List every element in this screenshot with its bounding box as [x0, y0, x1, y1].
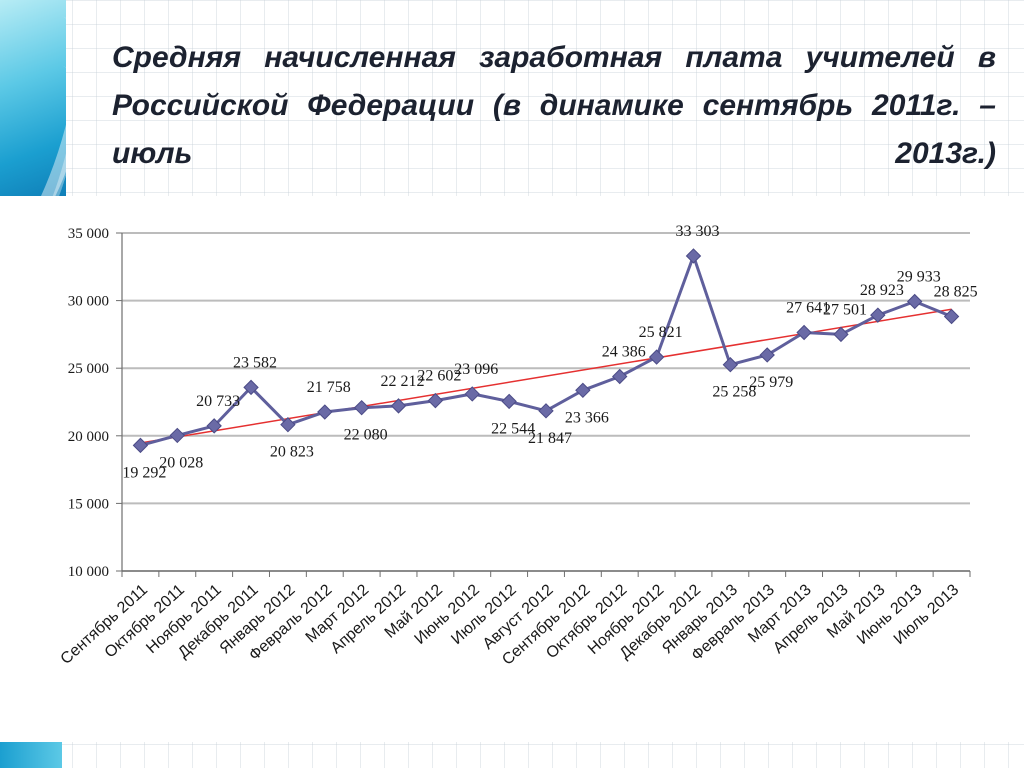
data-point-marker — [575, 382, 591, 398]
chart-panel: 10 000 15 000 20 000 25 000 30 000 35 000 Сент… — [0, 196, 1024, 742]
y-tick-label: 10 000 — [68, 564, 109, 580]
data-point-marker — [538, 403, 554, 419]
data-point-marker — [906, 293, 923, 310]
y-tick-label: 30 000 — [68, 294, 109, 310]
data-label: 28 923 — [860, 282, 904, 299]
data-point-marker — [759, 347, 775, 363]
data-label: 33 303 — [675, 223, 719, 240]
data-label: 21 758 — [307, 379, 351, 396]
data-label: 19 292 — [122, 464, 166, 481]
y-tick-label: 15 000 — [68, 496, 109, 512]
data-label: 27 641 — [786, 299, 830, 316]
data-point-marker — [427, 392, 444, 409]
data-label: 23 366 — [565, 409, 609, 426]
data-label: 27 501 — [823, 301, 867, 318]
data-label: 23 582 — [233, 354, 277, 371]
data-point-marker — [317, 404, 333, 420]
data-label: 20 733 — [196, 393, 240, 410]
data-label: 22 544 — [491, 420, 535, 437]
data-label: 21 847 — [528, 430, 572, 447]
data-point-marker — [464, 386, 480, 402]
data-point-marker — [870, 307, 886, 323]
data-point-marker — [353, 399, 370, 416]
data-label: 24 386 — [602, 344, 646, 361]
data-label: 28 825 — [934, 283, 978, 300]
data-label: 29 933 — [897, 269, 941, 286]
decorative-gradient-stripe — [0, 0, 66, 196]
data-label: 22 080 — [344, 427, 388, 444]
y-tick-label: 25 000 — [68, 361, 109, 377]
data-label: 22 212 — [381, 373, 425, 390]
trend-line — [140, 308, 952, 444]
decorative-bottom-stripe — [0, 742, 62, 768]
data-label: 25 979 — [749, 374, 793, 391]
data-label: 22 602 — [417, 368, 461, 385]
data-point-marker — [943, 308, 960, 325]
y-tick-label: 20 000 — [68, 429, 109, 445]
data-point-marker — [390, 398, 407, 414]
data-point-marker — [132, 437, 149, 454]
data-point-marker — [169, 427, 186, 444]
data-point-marker — [796, 324, 812, 341]
data-point-marker — [833, 326, 849, 343]
data-point-marker — [685, 248, 702, 264]
slide-title: Средняя начисленная заработная плата учи… — [112, 41, 996, 170]
data-label: 23 096 — [454, 361, 498, 378]
data-point-marker — [280, 416, 296, 433]
y-tick-label: 35 000 — [68, 226, 109, 242]
data-point-marker — [206, 418, 222, 434]
data-point-marker — [648, 349, 665, 365]
data-point-marker — [612, 368, 628, 385]
data-point-marker — [243, 379, 259, 396]
data-point-marker — [501, 393, 517, 410]
data-label: 25 258 — [712, 384, 756, 401]
data-point-marker — [722, 357, 739, 373]
data-label: 20 823 — [270, 444, 314, 461]
data-label: 20 028 — [159, 454, 203, 471]
data-label: 25 821 — [639, 324, 683, 341]
